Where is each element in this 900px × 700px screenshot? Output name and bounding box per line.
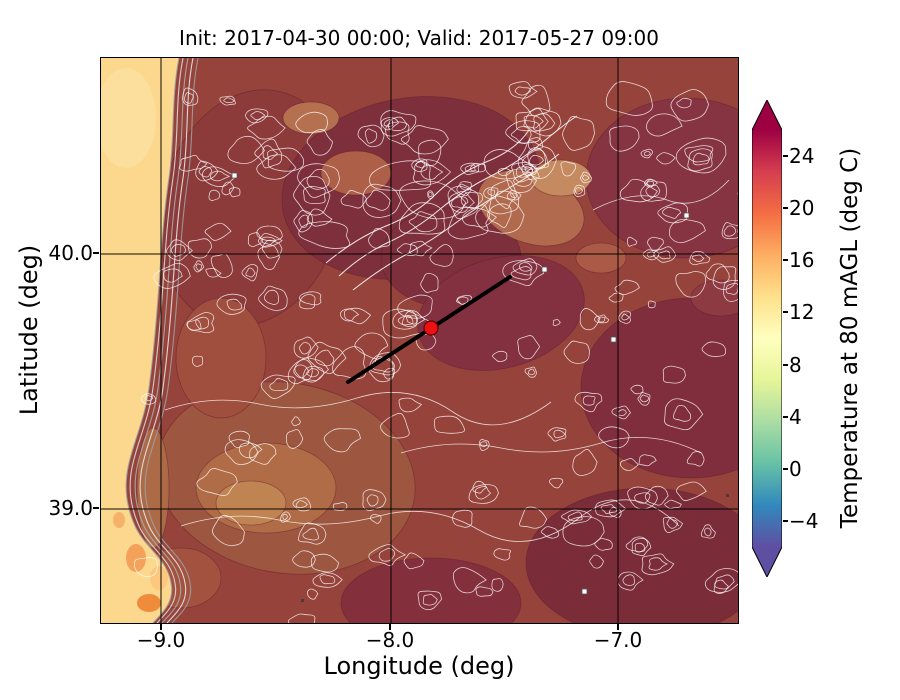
- x-tickmark: [389, 624, 391, 630]
- y-axis-label: Latitude (deg): [15, 244, 43, 416]
- colorbar-tick-12: 12: [789, 300, 815, 324]
- x-tick-label-neg8: −8.0: [365, 628, 415, 652]
- y-tick-label-40: 40.0: [48, 241, 93, 265]
- ocean-region: [101, 58, 179, 623]
- y-tickmark: [93, 507, 99, 509]
- x-tick-label-neg9: −9.0: [136, 628, 186, 652]
- ridge-contour-lines: [164, 115, 730, 542]
- colorbar-tickmark: [783, 364, 788, 366]
- x-tick-label-neg7: −7.0: [593, 628, 643, 652]
- colorbar-tick-20: 20: [789, 196, 815, 220]
- x-tickmark: [617, 624, 619, 630]
- y-tickmark: [93, 252, 99, 254]
- y-tick-label-39: 39.0: [48, 496, 93, 520]
- colorbar-tick-24: 24: [789, 144, 815, 168]
- coastline-contours: [125, 58, 199, 623]
- map-plot-area: [100, 57, 739, 624]
- colorbar-tick-0: 0: [789, 457, 802, 481]
- colorbar-tick-4: 4: [789, 405, 802, 429]
- colorbar-tick-neg4: −4: [789, 509, 819, 533]
- plot-title: Init: 2017-04-30 00:00; Valid: 2017-05-2…: [179, 26, 659, 50]
- colorbar: [751, 98, 783, 579]
- poi-marker-dot: [423, 320, 439, 336]
- gridlines: [101, 58, 738, 623]
- colorbar-tickmark: [783, 155, 788, 157]
- x-tickmark: [160, 624, 162, 630]
- colorbar-tick-16: 16: [789, 248, 815, 272]
- colorbar-tick-8: 8: [789, 353, 802, 377]
- colorbar-gradient: [751, 98, 783, 579]
- colorbar-label: Temperature at 80 mAGL (deg C): [837, 147, 863, 529]
- colorbar-tickmark: [783, 468, 788, 470]
- colorbar-tickmark: [783, 259, 788, 261]
- station-markers: [231, 172, 729, 602]
- colorbar-tickmark: [783, 416, 788, 418]
- colorbar-tickmark: [783, 520, 788, 522]
- colorbar-tickmark: [783, 311, 788, 313]
- temperature-field-map: [101, 58, 738, 623]
- colorbar-tickmark: [783, 207, 788, 209]
- x-axis-label: Longitude (deg): [323, 652, 515, 680]
